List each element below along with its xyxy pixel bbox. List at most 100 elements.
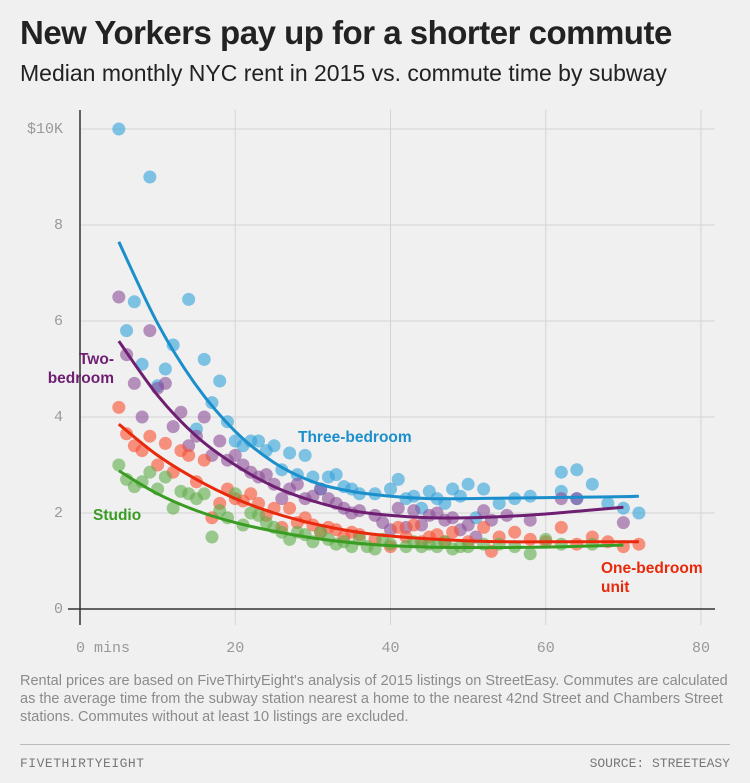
trend-line [117,241,639,501]
point [283,501,297,515]
point [632,506,646,520]
point [143,465,157,479]
point [213,434,227,448]
point [523,489,537,503]
point [283,446,297,460]
point [407,504,421,518]
footnote: Rental prices are based on FiveThirtyEig… [20,673,728,725]
point [570,463,584,477]
point [127,376,141,390]
point [228,448,242,462]
point [539,532,553,546]
series-label: One-bedroom unit [601,560,703,596]
point [554,520,568,534]
point [461,518,475,532]
point [158,436,172,450]
point [477,520,491,534]
point [384,482,397,496]
y-tick-label: 0 [54,601,63,618]
y-tick-label: $10K [27,121,63,138]
point [523,513,537,527]
point [182,448,196,462]
point [197,352,211,366]
chart-subtitle: Median monthly NYC rent in 2015 vs. comm… [20,60,667,86]
point [166,501,180,515]
point [290,477,304,491]
point [508,525,522,539]
point [477,504,491,518]
trend-lines [117,241,639,550]
point [446,525,460,539]
point [585,537,599,551]
point [492,496,506,510]
point [213,374,227,388]
point [252,434,266,448]
series-label: Studio [93,507,142,524]
point [166,420,180,434]
point [298,448,312,462]
point [554,537,568,551]
point [205,396,219,410]
point [158,362,172,376]
point [135,475,149,489]
separator [20,744,730,745]
point [135,410,149,424]
point [523,532,537,546]
y-tick-label: 8 [54,217,63,234]
y-tick-label: 4 [54,409,63,426]
point [407,518,421,532]
point [275,492,289,506]
brand: FIVETHIRTYEIGHT [20,756,145,771]
x-tick-label: 80 [692,640,710,657]
point [197,410,211,424]
point [158,470,172,484]
points [112,122,646,561]
point [143,429,157,443]
point [632,537,646,551]
chart-title: New Yorkers pay up for a shorter commute [20,14,672,51]
point [453,489,467,503]
trend-line [118,469,624,550]
x-tick-label: 0 mins [76,640,130,657]
point [158,376,172,390]
point [523,547,537,561]
series-label: Two-bedroom [47,351,114,387]
point [143,324,157,338]
point [477,482,491,496]
point [112,122,126,136]
x-tick-label: 40 [381,640,399,657]
series-label: Three-bedroom [298,429,412,446]
y-tick-label: 6 [54,313,63,330]
chart: 0 2 4 6 8 $10K 0 mins 20 40 60 80 [27,110,715,657]
point [391,501,405,515]
point [391,520,405,534]
x-tick-label: 60 [537,640,555,657]
point [205,530,219,544]
point [570,537,584,551]
point [259,468,273,482]
point [174,405,188,419]
point [127,295,141,309]
point [120,427,134,441]
point [166,338,180,352]
point [554,465,568,479]
point [391,472,405,486]
point [197,487,211,501]
point [112,290,126,304]
point [112,400,126,414]
point [329,468,343,482]
source: SOURCE: STREETEASY [589,756,730,771]
point [585,477,599,491]
point [601,496,615,510]
point [267,439,281,453]
trend-line [117,423,639,544]
point [112,458,126,472]
point [244,487,258,501]
trend-line [117,340,624,520]
point [461,477,475,491]
point [182,292,196,306]
x-tick-label: 20 [226,640,244,657]
point [616,516,630,530]
y-tick-label: 2 [54,505,63,522]
